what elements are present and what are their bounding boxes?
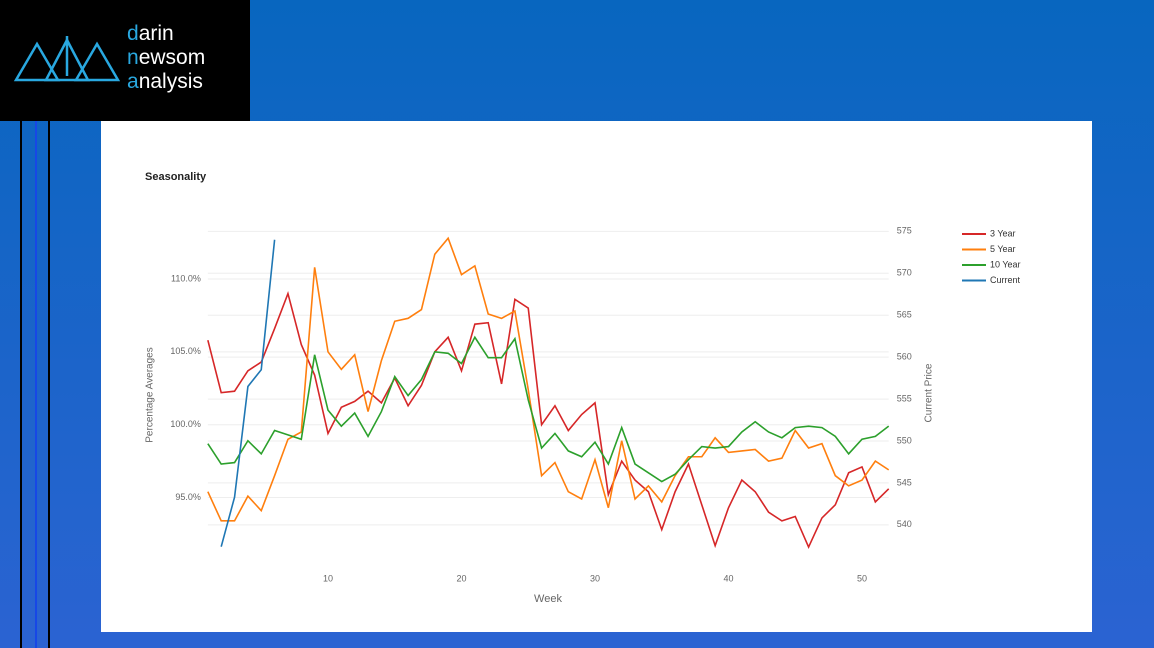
y-tick-label: 95.0% [175, 492, 201, 502]
x-tick-label: 40 [723, 573, 733, 583]
y2-tick-label: 570 [897, 268, 912, 278]
logo-word: newsom [127, 46, 206, 69]
legend-label: Current [990, 275, 1021, 285]
series-line [220, 239, 276, 547]
y2-axis-title: Current Price [924, 363, 935, 422]
card [101, 121, 1092, 632]
y2-tick-label: 575 [897, 226, 912, 236]
logo-text: darin newsom analysis [127, 22, 205, 94]
y-axis-title: Percentage Averages [145, 347, 156, 442]
logo-word: darin [127, 22, 174, 45]
y2-tick-label: 540 [897, 519, 912, 529]
y-tick-label: 105.0% [170, 346, 201, 356]
x-tick-label: 20 [456, 573, 466, 583]
legend-label: 3 Year [990, 228, 1016, 238]
series-line [207, 335, 890, 483]
y2-tick-label: 555 [897, 393, 912, 403]
series-line [207, 290, 890, 550]
y2-tick-label: 550 [897, 435, 912, 445]
logo-word: analysis [127, 70, 203, 93]
chart-title: Seasonality [145, 171, 207, 183]
x-tick-label: 50 [857, 573, 867, 583]
y2-tick-label: 545 [897, 477, 912, 487]
y2-tick-label: 560 [897, 352, 912, 362]
series-line [207, 236, 890, 522]
logo: darin newsom analysis [0, 0, 250, 121]
x-axis-title: Week [534, 593, 562, 605]
y2-tick-label: 565 [897, 310, 912, 320]
legend-label: 10 Year [990, 259, 1021, 269]
legend-label: 5 Year [990, 244, 1016, 254]
logo-icon [13, 36, 121, 82]
x-tick-label: 30 [590, 573, 600, 583]
x-tick-label: 10 [323, 573, 333, 583]
y-tick-label: 110.0% [171, 273, 201, 283]
y-tick-label: 100.0% [170, 419, 201, 429]
